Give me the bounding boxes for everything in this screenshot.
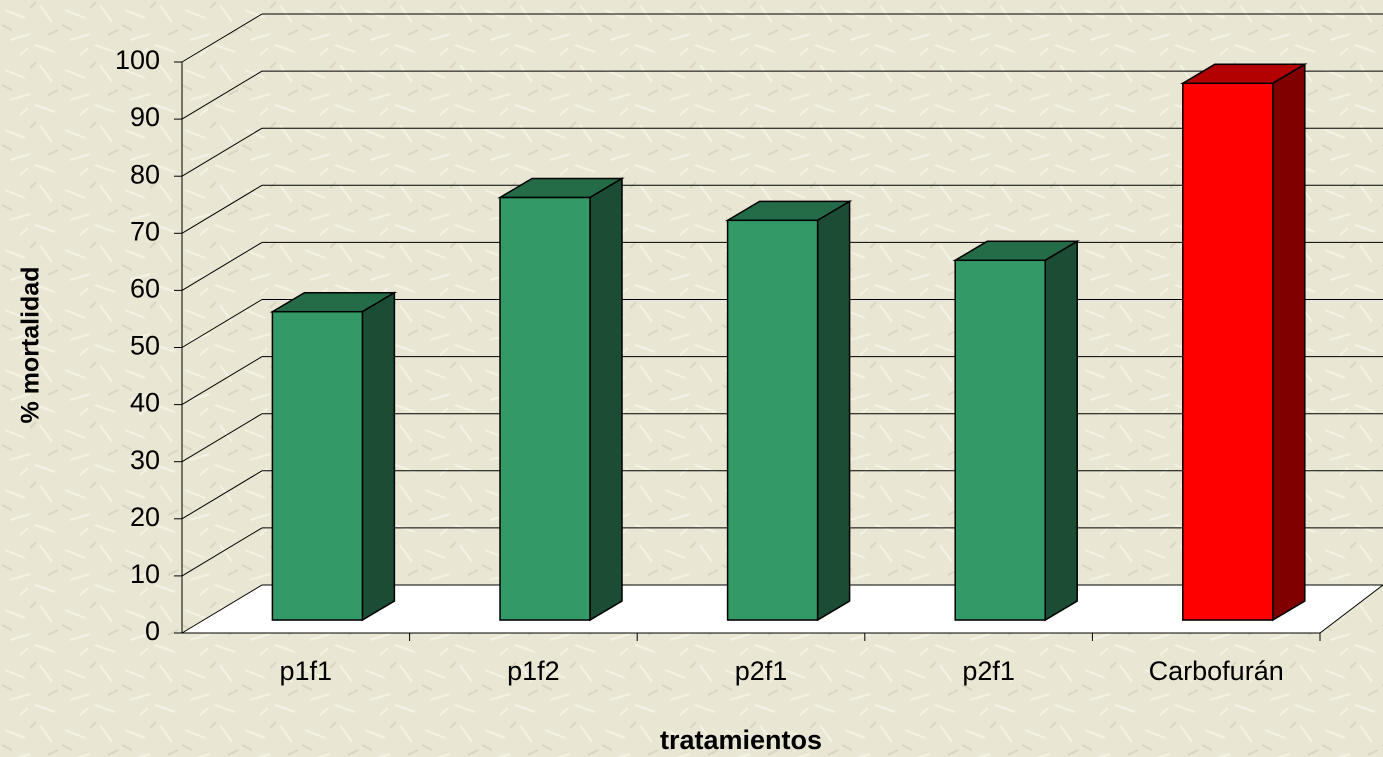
y-tick-label: 100: [115, 45, 160, 75]
grid-line: [181, 470, 263, 520]
x-tick-label: p2f1: [735, 656, 788, 686]
bar-side: [1272, 62, 1306, 622]
grid-line: [181, 299, 263, 348]
bar-side: [589, 177, 623, 622]
bar-side: [361, 291, 396, 622]
y-tick-label: 10: [130, 559, 160, 589]
grid-line: [181, 241, 263, 291]
y-tick-label: 50: [130, 331, 160, 361]
x-tick-label: p2f1: [962, 656, 1015, 686]
x-axis-title: tratamientos: [660, 725, 822, 755]
y-tick-label: 20: [130, 502, 160, 532]
x-tick-label: Carbofurán: [1149, 656, 1284, 686]
x-tick-label: p1f2: [507, 656, 560, 686]
grid-line: [181, 13, 263, 63]
y-tick-label: 0: [145, 616, 160, 646]
bar: [499, 196, 591, 621]
grid-line: [181, 527, 263, 577]
grid-line: [181, 413, 263, 463]
y-tick-label: 40: [130, 388, 160, 418]
bar: [954, 259, 1046, 621]
y-axis-title: % mortalidad: [17, 267, 45, 424]
y-tick-label: 90: [130, 102, 160, 132]
grid-line: [181, 356, 263, 406]
grid-line: [181, 127, 263, 177]
bar-side: [816, 200, 851, 622]
bar-side: [1044, 239, 1078, 622]
bar: [1182, 82, 1274, 621]
bar: [726, 219, 819, 621]
grid-line: [181, 70, 263, 120]
bar: [271, 310, 364, 621]
y-tick-label: 60: [130, 274, 160, 304]
y-tick-label: 70: [130, 216, 160, 246]
x-tick-label: p1f1: [280, 656, 333, 686]
y-tick-label: 80: [130, 159, 160, 189]
grid-line: [181, 184, 263, 234]
y-tick-label: 30: [130, 445, 160, 475]
